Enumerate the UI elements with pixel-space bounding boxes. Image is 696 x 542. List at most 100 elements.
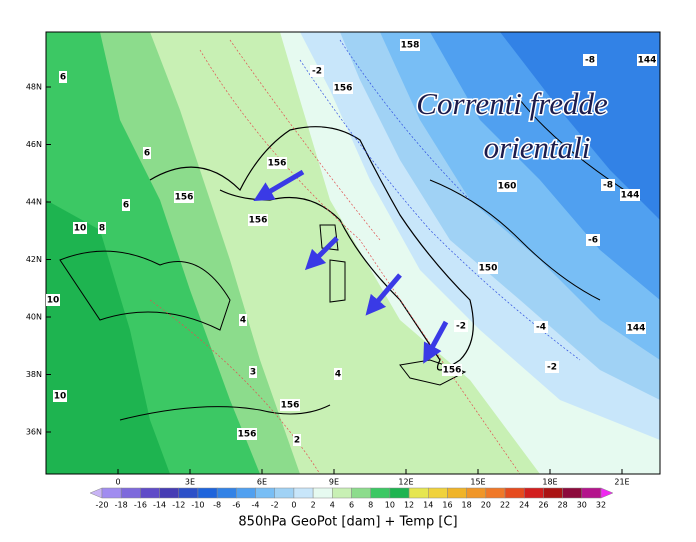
contour-label: 2 xyxy=(294,436,300,446)
contour-label-bg xyxy=(442,364,462,376)
contour-label: 156 xyxy=(443,366,462,376)
lat-label: 48N xyxy=(26,83,42,92)
contour-label-bg xyxy=(98,222,106,234)
contour-label-bg xyxy=(400,39,420,51)
annotation: Correnti fredde xyxy=(416,86,608,121)
lon-label: 6E xyxy=(257,478,267,487)
colorbar-box xyxy=(236,487,256,499)
colorbar-label: -2 xyxy=(271,501,279,510)
contour-label-bg xyxy=(626,322,646,334)
colorbar-label: -4 xyxy=(252,501,260,510)
colorbar-label: 22 xyxy=(500,501,510,510)
colorbar-label: 10 xyxy=(385,501,395,510)
colorbar-box xyxy=(178,487,199,499)
contour-label: 156 xyxy=(238,430,257,440)
contour-label-bg xyxy=(620,189,640,201)
colorbar-box xyxy=(408,487,429,499)
annotation: orientali xyxy=(484,130,591,165)
colorbar-box xyxy=(312,487,333,499)
contour-label: 10 xyxy=(47,296,60,306)
contour-label-bg xyxy=(53,390,67,402)
arrows xyxy=(253,169,449,364)
colorbar-box xyxy=(562,487,583,499)
contour-label: 144 xyxy=(638,56,657,66)
contour-label: 144 xyxy=(627,324,646,334)
colorbar-label: -12 xyxy=(172,501,185,510)
colorbar-box xyxy=(466,487,487,499)
lat-label: 40N xyxy=(26,313,42,322)
contour-label: -4 xyxy=(536,323,546,333)
contour-label: 150 xyxy=(479,264,498,274)
contour-label: -8 xyxy=(603,181,613,191)
contour-label-bg xyxy=(248,214,268,226)
contour-label: 156 xyxy=(175,193,194,203)
colorbar-label: 12 xyxy=(404,501,414,510)
lat-label: 38N xyxy=(26,370,42,379)
lat-label: 46N xyxy=(26,140,42,149)
colorbar-end xyxy=(89,487,103,499)
contour-label-bg xyxy=(637,54,657,66)
contour-label: 160 xyxy=(498,182,517,192)
colorbar-box xyxy=(140,487,160,499)
lat-label: 36N xyxy=(26,428,42,437)
lat-label: 44N xyxy=(26,198,42,207)
contour-label: 10 xyxy=(54,392,67,402)
colorbar-box xyxy=(389,487,410,499)
contour-label-bg xyxy=(46,294,60,306)
contour-label-bg xyxy=(122,199,130,211)
contour-label-bg xyxy=(497,180,517,192)
contour-label-bg xyxy=(478,262,498,274)
colorbar-end xyxy=(600,487,614,499)
contour-label: -6 xyxy=(588,236,598,246)
colorbar-label: -10 xyxy=(191,501,204,510)
colorbar-label: 24 xyxy=(519,501,529,510)
contour-label-bg xyxy=(454,320,468,332)
colorbar-box xyxy=(428,487,448,499)
colorbar-box xyxy=(370,487,391,499)
colorbar-label: 18 xyxy=(462,501,472,510)
caption: 850hPa GeoPot [dam] + Temp [C] xyxy=(238,515,457,530)
contour-label-bg xyxy=(583,54,597,66)
colorbar-box xyxy=(543,487,563,499)
contour-label: 156 xyxy=(281,401,300,411)
colorbar-label: 2 xyxy=(311,501,316,510)
contour-label-bg xyxy=(249,366,257,378)
contour-label-bg xyxy=(293,434,301,446)
colorbar-box xyxy=(523,487,544,499)
contour-label: 156 xyxy=(268,159,287,169)
contour-label: 10 xyxy=(74,224,87,234)
colorbar-label: 14 xyxy=(423,501,433,510)
colorbar-box xyxy=(216,487,237,499)
colorbar-label: 30 xyxy=(577,501,587,510)
colorbar-box xyxy=(293,487,314,499)
contour-label-bg xyxy=(174,191,194,203)
colorbar-box xyxy=(274,487,295,499)
lon-label: 3E xyxy=(185,478,195,487)
colorbar-box xyxy=(197,487,218,499)
colorbar-label: -20 xyxy=(95,501,108,510)
colorbar-box xyxy=(504,487,525,499)
colorbar-label: -16 xyxy=(134,501,147,510)
colorbar-label: 6 xyxy=(349,501,354,510)
lon-label: 15E xyxy=(470,478,485,487)
contour-label: 8 xyxy=(99,224,105,234)
lon-label: 9E xyxy=(329,478,339,487)
contour-label-bg xyxy=(59,71,67,83)
colorbar-label: 26 xyxy=(538,501,548,510)
colorbar-box xyxy=(581,487,602,499)
contour-label-bg xyxy=(143,147,151,159)
colorbar-label: 0 xyxy=(291,501,296,510)
contour-label: 4 xyxy=(240,316,246,326)
contour-label-bg xyxy=(586,234,600,246)
contour-label: 4 xyxy=(335,370,341,380)
colorbar-label: -14 xyxy=(153,501,166,510)
colorbar-box xyxy=(351,487,371,499)
contour-label: -2 xyxy=(547,363,557,373)
colorbar-label: -6 xyxy=(232,501,240,510)
contour-label-bg xyxy=(334,368,342,380)
contour-label: 3 xyxy=(250,368,256,378)
contour-label: 156 xyxy=(249,216,268,226)
colorbar-label: 8 xyxy=(368,501,373,510)
contour-label: 156 xyxy=(334,84,353,94)
